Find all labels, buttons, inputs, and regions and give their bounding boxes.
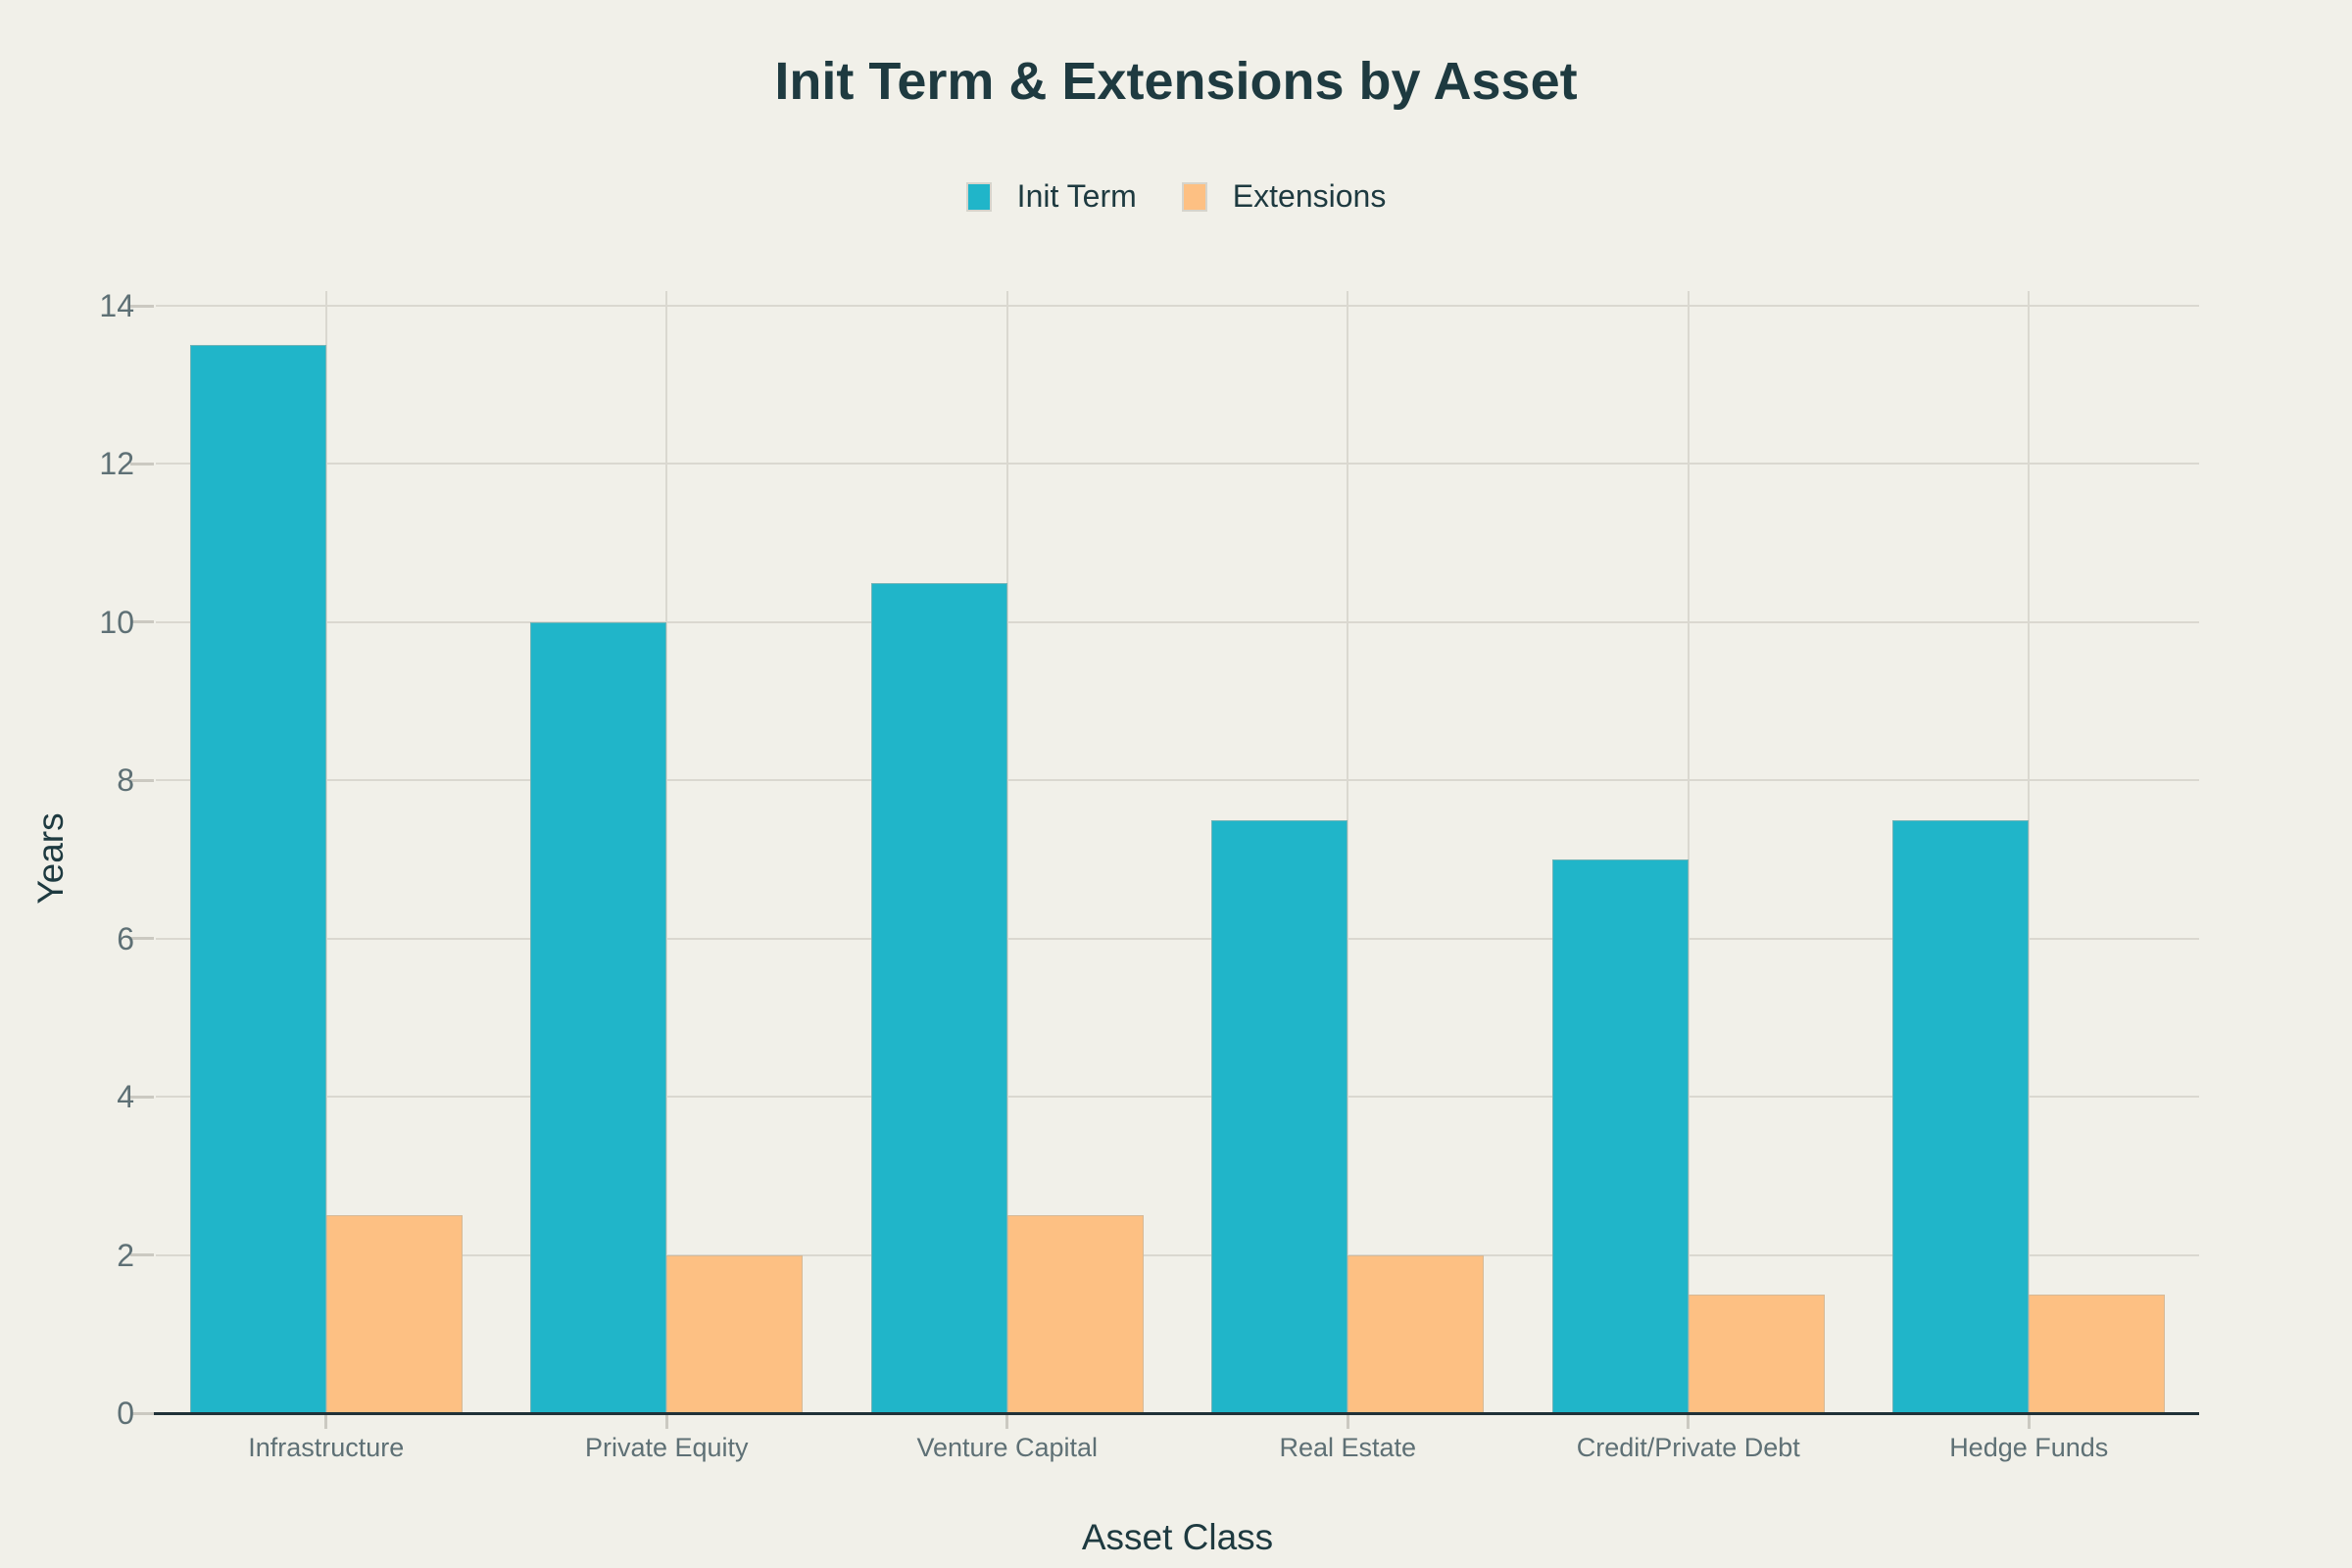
y-tick-mark (130, 1095, 154, 1099)
bar-extensions (1688, 1294, 1825, 1413)
x-tick-mark (324, 1415, 328, 1429)
x-tick-mark (664, 1415, 668, 1429)
legend-swatch (965, 181, 992, 212)
x-tick-mark (1005, 1415, 1009, 1429)
y-tick-label: 2 (117, 1237, 134, 1273)
y-tick-mark (130, 937, 154, 941)
bar-extensions (666, 1254, 804, 1413)
y-gridline (156, 779, 2199, 782)
y-tick-mark (130, 1253, 154, 1257)
y-tick-mark (130, 304, 154, 308)
chart-title: Init Term & Extensions by Asset (774, 52, 1578, 111)
x-category-label: Infrastructure (248, 1433, 405, 1462)
legend-label: Extensions (1232, 178, 1387, 214)
x-gridline (1347, 291, 1349, 1413)
y-gridline (156, 937, 2199, 940)
x-gridline (1687, 291, 1690, 1413)
y-gridline (156, 620, 2199, 623)
bar-init-term (1892, 819, 2030, 1413)
x-tick-mark (1346, 1415, 1349, 1429)
y-tick-label: 4 (117, 1079, 134, 1115)
x-gridline (1005, 291, 1008, 1413)
y-tick-label: 14 (99, 288, 134, 323)
legend-item-init-term[interactable]: Init Term (965, 178, 1137, 215)
bar-init-term (1551, 859, 1689, 1413)
bar-extensions (2029, 1294, 2166, 1413)
x-gridline (2028, 291, 2031, 1413)
bar-init-term (189, 345, 326, 1413)
y-tick-mark (130, 620, 154, 624)
legend-swatch (1181, 181, 1207, 212)
x-category-label: Credit/Private Debt (1576, 1433, 1800, 1462)
y-tick-label: 0 (117, 1396, 134, 1431)
y-tick-label: 10 (99, 604, 134, 640)
bar-extensions (1006, 1215, 1144, 1413)
y-tick-mark (130, 462, 154, 466)
bar-init-term (1211, 819, 1348, 1413)
y-gridline (156, 1096, 2199, 1099)
legend: Init Term Extensions (0, 178, 2352, 215)
y-tick-mark (130, 778, 154, 782)
bar-init-term (870, 582, 1007, 1413)
x-category-label: Venture Capital (916, 1433, 1099, 1462)
legend-item-extensions[interactable]: Extensions (1181, 178, 1387, 215)
legend-label: Init Term (1016, 178, 1137, 214)
y-tick-label: 8 (117, 762, 134, 799)
x-tick-mark (2027, 1415, 2031, 1429)
bar-extensions (325, 1215, 463, 1413)
y-gridline (156, 463, 2199, 466)
x-axis-line (154, 1412, 2199, 1415)
x-category-label: Private Equity (584, 1433, 749, 1462)
x-category-label: Real Estate (1279, 1433, 1417, 1462)
x-gridline (324, 291, 327, 1413)
x-category-label: Hedge Funds (1949, 1433, 2109, 1462)
y-tick-mark (130, 1411, 154, 1415)
y-gridline (156, 1253, 2199, 1256)
y-tick-label: 6 (117, 920, 134, 956)
y-axis-title: Years (30, 812, 71, 905)
bar-init-term (530, 621, 667, 1413)
x-axis-title: Asset Class (1081, 1517, 1274, 1557)
y-tick-label: 12 (99, 446, 134, 482)
bar-extensions (1348, 1254, 1485, 1413)
x-tick-mark (1687, 1415, 1690, 1429)
y-gridline (156, 305, 2199, 307)
x-gridline (665, 291, 668, 1413)
